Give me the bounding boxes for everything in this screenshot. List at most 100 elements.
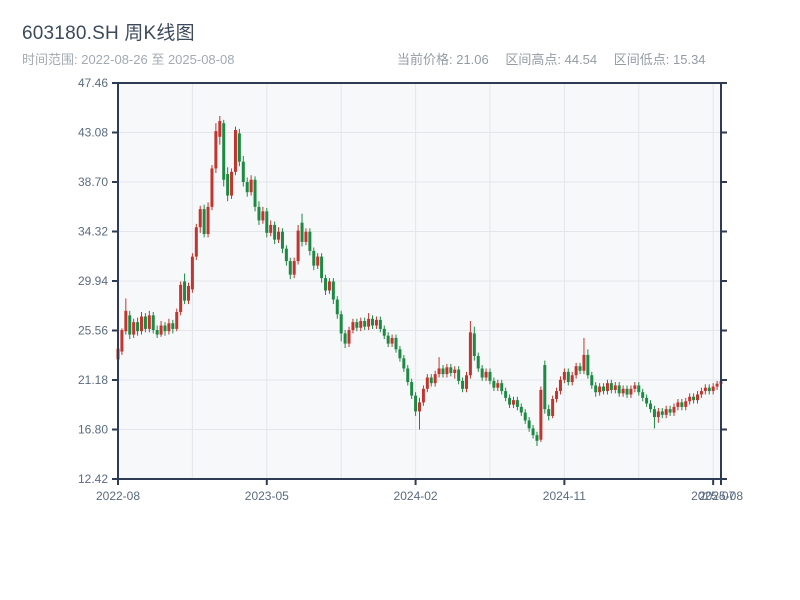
candle: [488, 371, 492, 381]
candle: [367, 318, 371, 327]
candle: [308, 231, 312, 251]
candle: [386, 335, 390, 344]
candle: [621, 388, 625, 394]
candle: [343, 333, 347, 344]
candle: [492, 380, 496, 388]
candle: [625, 388, 629, 395]
candle: [327, 281, 331, 291]
candle: [511, 400, 515, 405]
candle: [320, 256, 324, 279]
candle: [202, 209, 206, 234]
candle: [551, 398, 555, 416]
price-stats: 当前价格: 21.06 区间高点: 44.54 区间低点: 15.34: [397, 49, 719, 68]
candle: [476, 356, 480, 369]
candle: [613, 385, 617, 390]
candle: [535, 435, 539, 441]
candle: [555, 391, 559, 399]
candle: [547, 409, 551, 416]
candle: [484, 371, 488, 378]
candle: [680, 402, 684, 407]
candle: [668, 409, 672, 413]
candle: [147, 315, 151, 329]
candle: [461, 380, 465, 389]
candle: [441, 368, 445, 375]
candle: [355, 322, 359, 328]
candle: [269, 224, 273, 233]
candle: [132, 322, 136, 335]
candle: [418, 402, 421, 412]
candle: [233, 130, 237, 172]
candle: [183, 281, 187, 301]
candle: [339, 314, 343, 334]
candle: [457, 369, 461, 381]
candle: [171, 323, 175, 329]
candle: [652, 409, 656, 418]
candle: [304, 231, 308, 242]
y-axis-label: 16.80: [78, 423, 108, 437]
page-title: 603180.SH 周K线图: [22, 23, 195, 44]
candle: [378, 319, 382, 329]
candle: [163, 325, 167, 332]
candle: [715, 383, 719, 387]
x-axis-label: 2025-08: [699, 489, 743, 503]
candle: [222, 123, 226, 180]
candle: [527, 420, 531, 429]
candle: [296, 230, 300, 262]
candle: [617, 385, 621, 394]
candle: [214, 131, 218, 169]
candle: [472, 333, 476, 357]
candle: [590, 375, 594, 386]
candle: [398, 349, 402, 359]
candle: [410, 382, 414, 396]
candle: [711, 386, 715, 392]
candle: [292, 261, 296, 275]
candle: [594, 385, 598, 393]
candle: [194, 227, 198, 257]
candle: [374, 319, 378, 326]
candle: [226, 174, 230, 196]
candle: [167, 323, 171, 332]
y-axis-label: 25.56: [78, 324, 108, 338]
candle: [136, 322, 140, 332]
x-axis-label: 2024-02: [394, 489, 438, 503]
candle: [586, 354, 590, 376]
candle: [280, 231, 284, 249]
current-price-label: 当前价格: 21.06: [397, 52, 489, 67]
candle: [449, 367, 453, 373]
candle: [453, 369, 457, 373]
candle: [261, 211, 265, 221]
candle: [257, 206, 261, 221]
candle: [186, 285, 190, 301]
candle: [582, 354, 586, 371]
candle: [190, 256, 194, 290]
candle: [641, 392, 645, 398]
date-range-label: 时间范围: 2022-08-26 至 2025-08-08: [22, 52, 235, 67]
candle: [230, 171, 234, 196]
candle: [645, 397, 649, 404]
candle: [558, 379, 562, 392]
candle: [676, 402, 680, 407]
candle: [394, 337, 398, 350]
candle: [277, 231, 281, 240]
candle: [175, 311, 179, 329]
candle: [464, 375, 468, 389]
candle: [159, 325, 163, 335]
candle: [402, 358, 406, 369]
candle: [371, 318, 375, 326]
candle: [421, 388, 425, 403]
candle: [543, 365, 547, 410]
y-axis-label: 29.94: [78, 274, 108, 288]
range-low-label: 区间低点: 15.34: [613, 52, 706, 67]
y-axis-label: 34.32: [78, 225, 108, 239]
candle: [707, 387, 711, 392]
range-high-label: 区间高点: 44.54: [505, 52, 598, 67]
candle: [637, 385, 641, 393]
candle: [218, 120, 222, 137]
candle: [253, 179, 257, 207]
candle: [570, 375, 574, 383]
candle: [155, 330, 159, 335]
candle: [429, 377, 433, 384]
candle: [198, 209, 202, 228]
candle: [143, 316, 147, 329]
